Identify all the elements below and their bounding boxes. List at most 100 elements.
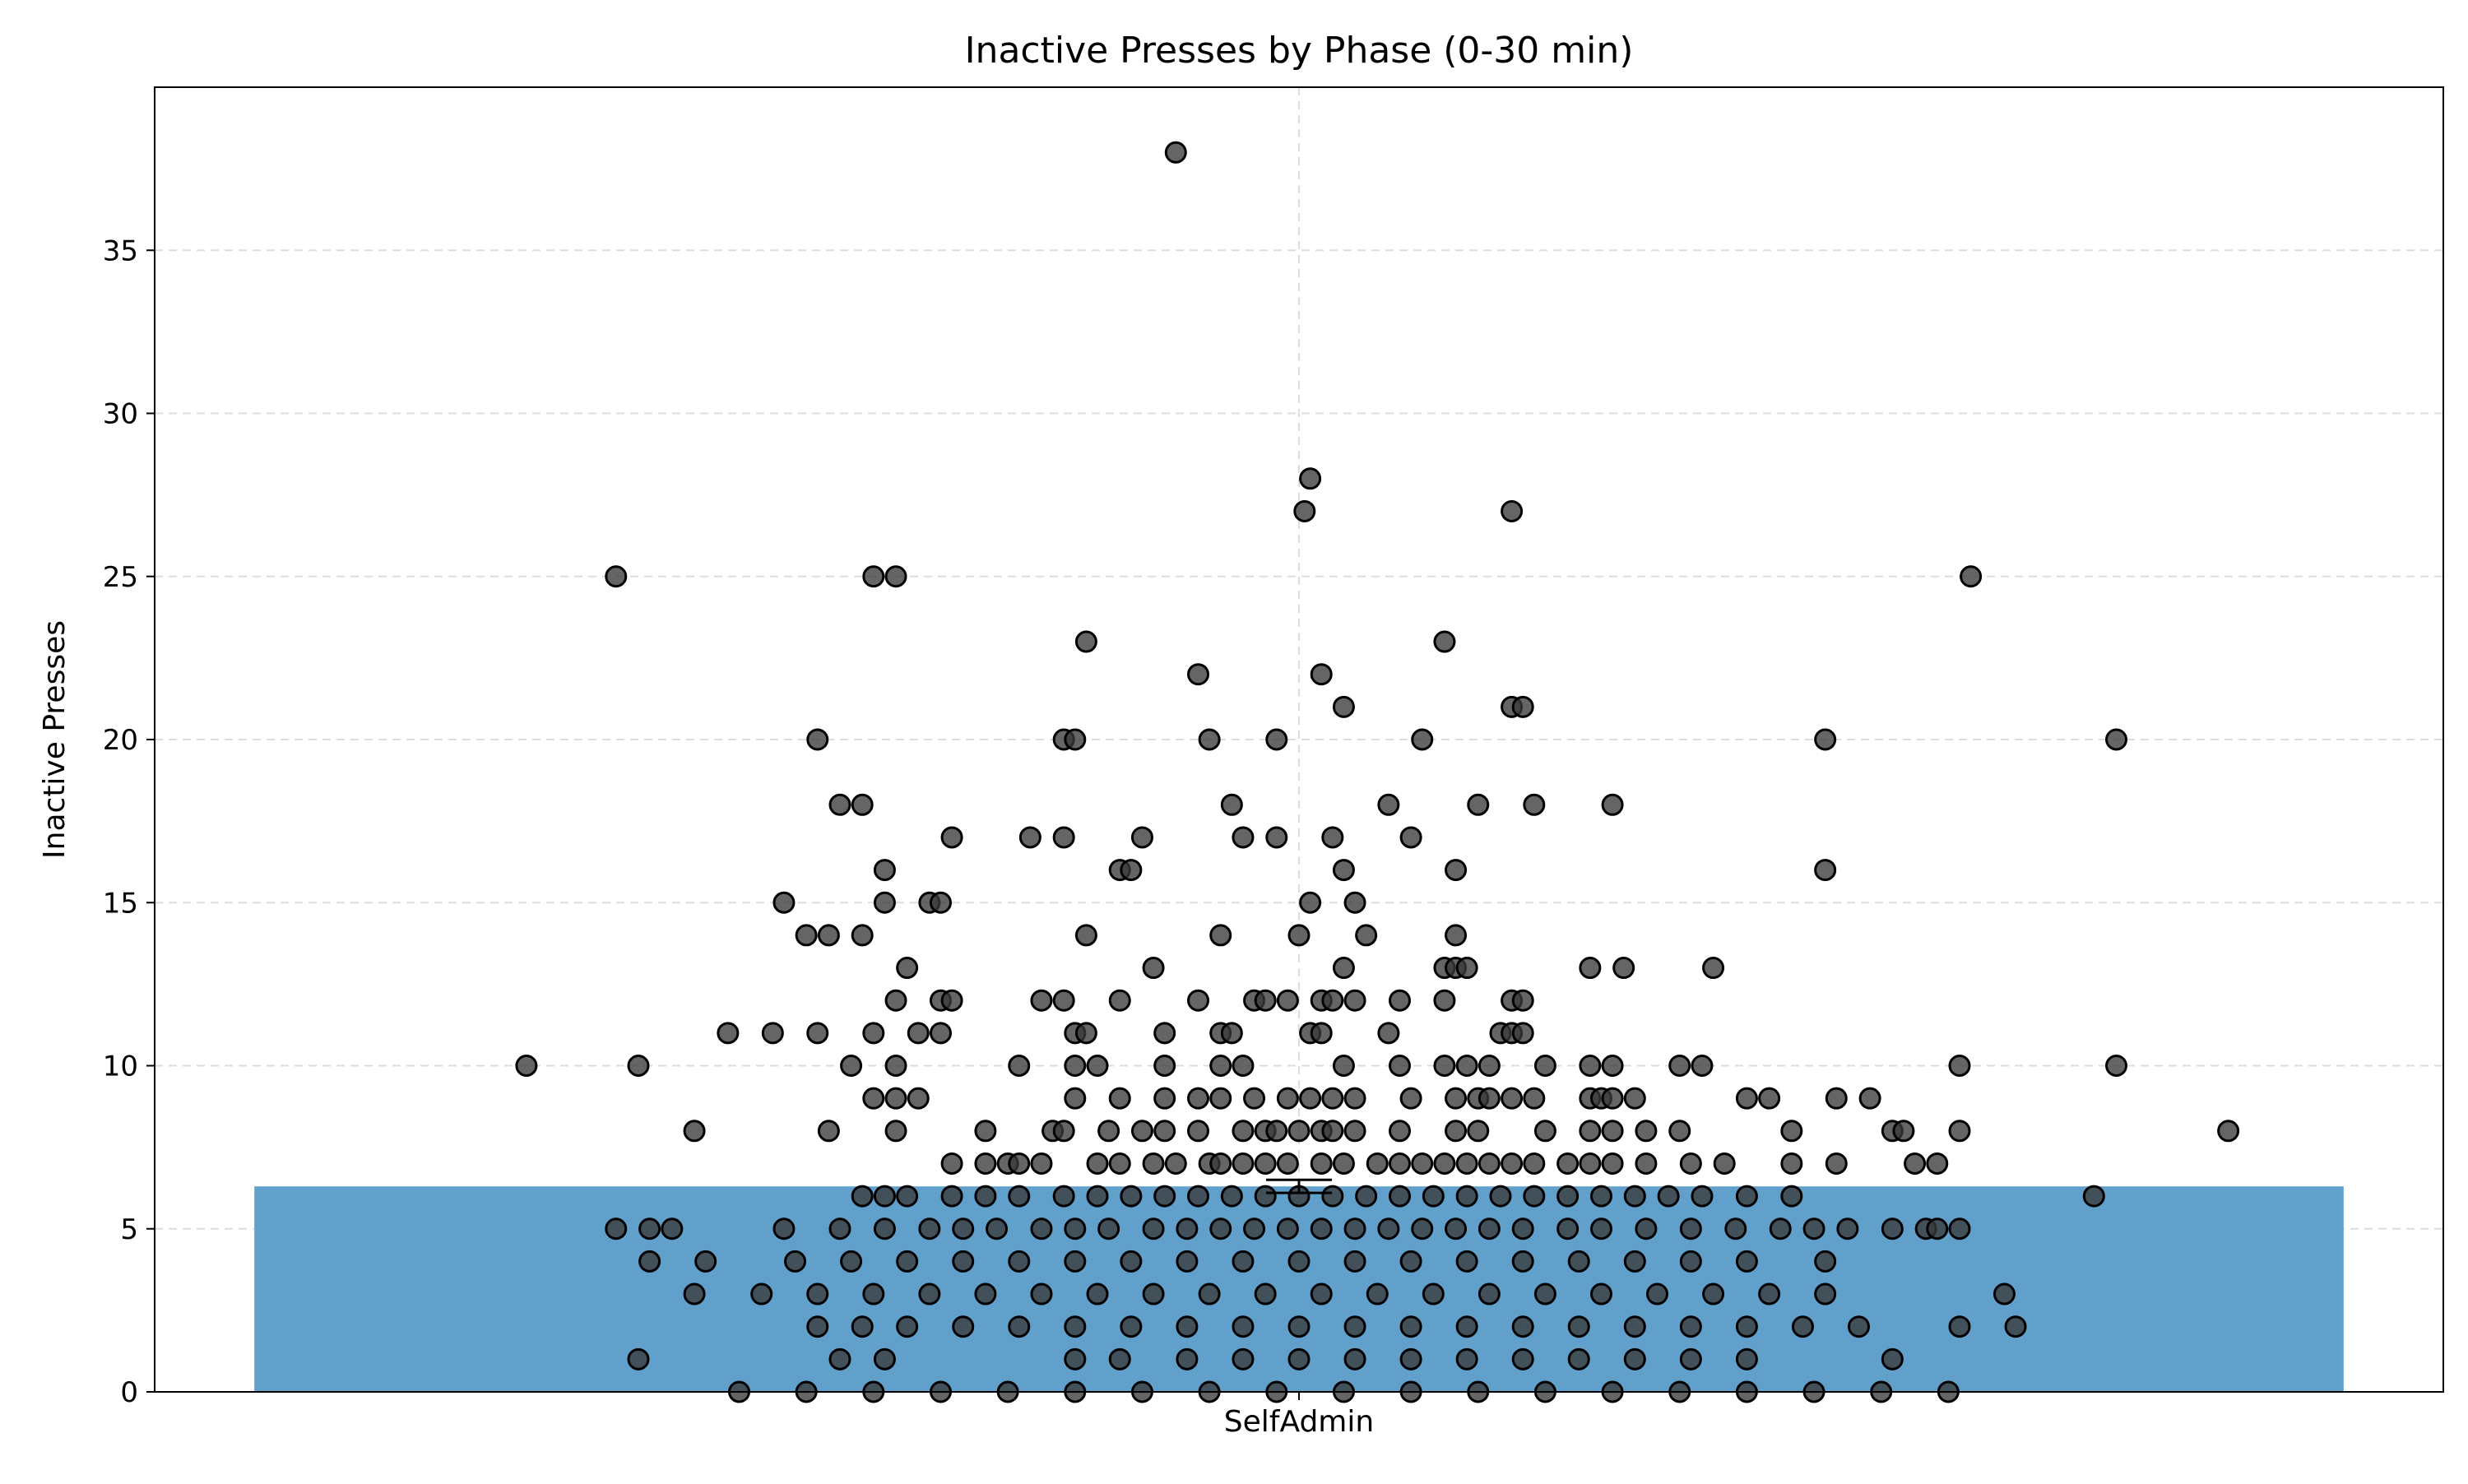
data-point: [1209, 924, 1232, 947]
data-point: [1254, 1152, 1277, 1175]
data-point: [515, 1055, 538, 1077]
data-point: [772, 891, 796, 914]
data-point: [952, 1315, 975, 1338]
data-point: [1187, 1087, 1210, 1110]
data-point: [1008, 1250, 1031, 1273]
data-point: [683, 1120, 706, 1143]
data-point: [1589, 1282, 1612, 1305]
data-point: [1052, 989, 1075, 1012]
data-point: [896, 957, 919, 980]
data-point: [1086, 1152, 1109, 1175]
data-point: [1579, 957, 1602, 980]
data-point: [1064, 1250, 1087, 1273]
data-point: [1120, 1250, 1143, 1273]
data-point: [1232, 1152, 1255, 1175]
data-point: [851, 793, 874, 816]
data-point: [840, 1250, 863, 1273]
data-point: [840, 1055, 863, 1077]
data-point: [1422, 1282, 1445, 1305]
data-point: [806, 1282, 829, 1305]
data-point: [1511, 1250, 1534, 1273]
data-point: [1209, 1152, 1232, 1175]
data-point: [2105, 728, 2128, 751]
data-point: [1523, 1087, 1546, 1110]
data-point: [1198, 728, 1221, 751]
data-point: [1120, 1185, 1143, 1208]
data-point: [1142, 957, 1165, 980]
data-point: [1791, 1315, 1814, 1338]
data-point: [940, 1152, 963, 1175]
data-point: [1567, 1250, 1590, 1273]
data-point: [1377, 1022, 1400, 1045]
data-point: [1232, 1250, 1255, 1273]
data-point: [1108, 1347, 1131, 1370]
data-point: [1445, 1120, 1468, 1143]
data-point: [1287, 1250, 1311, 1273]
data-point: [1467, 793, 1490, 816]
data-point: [1511, 1347, 1534, 1370]
data-point: [1343, 989, 1366, 1012]
data-point: [2082, 1185, 2105, 1208]
data-point: [1422, 1185, 1445, 1208]
data-point: [1399, 826, 1422, 849]
data-point: [1657, 1185, 1680, 1208]
data-point: [986, 1217, 1009, 1241]
data-point: [1501, 1087, 1524, 1110]
data-point: [1064, 1347, 1087, 1370]
data-point: [1399, 1250, 1422, 1273]
data-point: [1511, 1217, 1534, 1241]
data-point: [638, 1250, 661, 1273]
data-point: [806, 1315, 829, 1338]
data-point: [1445, 924, 1468, 947]
data-point: [1455, 1347, 1478, 1370]
data-point: [1321, 1087, 1344, 1110]
data-point: [1030, 1282, 1053, 1305]
data-point: [661, 1217, 684, 1241]
data-point: [1892, 1120, 1915, 1143]
data-point: [1176, 1250, 1199, 1273]
data-point: [1388, 1152, 1411, 1175]
data-point: [1601, 1055, 1624, 1077]
data-point: [1293, 499, 1316, 522]
y-tick-label: 10: [103, 1050, 138, 1083]
data-point: [1511, 695, 1534, 718]
data-point: [1489, 1185, 1512, 1208]
data-point: [1523, 1185, 1546, 1208]
data-point: [1881, 1217, 1904, 1241]
data-point: [1399, 1087, 1422, 1110]
data-point: [1388, 989, 1411, 1012]
data-point: [750, 1282, 773, 1305]
data-point: [1601, 1120, 1624, 1143]
data-point: [1623, 1087, 1646, 1110]
data-point: [1310, 1152, 1333, 1175]
data-point: [1153, 1022, 1176, 1045]
x-tick-label: SelfAdmin: [1224, 1405, 1374, 1439]
data-point: [873, 891, 896, 914]
y-tick-label: 20: [103, 724, 138, 757]
data-point: [1814, 859, 1837, 882]
data-point: [717, 1022, 740, 1045]
data-point: [1086, 1055, 1109, 1077]
data-point: [1232, 826, 1255, 849]
data-point: [851, 1185, 874, 1208]
data-point: [1478, 1282, 1501, 1305]
data-point: [873, 1185, 896, 1208]
data-point: [1030, 989, 1053, 1012]
data-point: [1533, 1120, 1556, 1143]
data-point: [1601, 793, 1624, 816]
y-axis-label: Inactive Presses: [38, 620, 72, 859]
data-point: [1343, 1217, 1366, 1241]
data-point: [694, 1250, 717, 1273]
data-point: [873, 1347, 896, 1370]
data-point: [1646, 1282, 1669, 1305]
data-point: [1343, 1315, 1366, 1338]
data-point: [828, 1217, 851, 1241]
data-point: [929, 891, 952, 914]
data-point: [1478, 1152, 1501, 1175]
data-point: [1153, 1120, 1176, 1143]
data-point: [1097, 1120, 1120, 1143]
data-point: [1445, 1217, 1468, 1241]
data-point: [1948, 1217, 1971, 1241]
data-point: [1567, 1315, 1590, 1338]
